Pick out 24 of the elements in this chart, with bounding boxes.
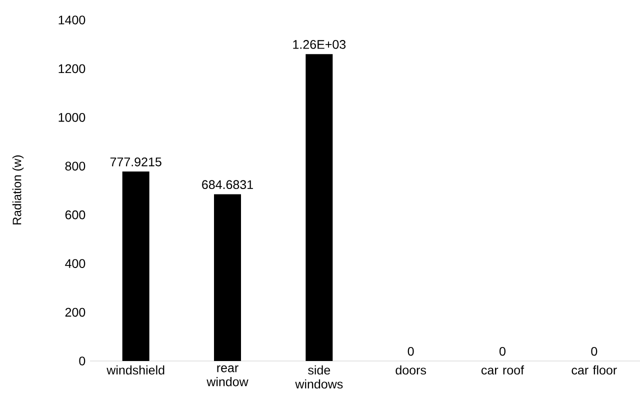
data-label: 0 xyxy=(408,346,414,356)
y-tick-label: 1200 xyxy=(58,64,86,74)
x-tick-label: car roof xyxy=(481,365,524,375)
x-tick-label: rear window xyxy=(206,365,248,386)
y-tick-label: 600 xyxy=(65,210,86,220)
y-axis-title: Radiation (w) xyxy=(12,155,24,224)
y-tick-label: 800 xyxy=(65,162,86,171)
data-label: 777.9215 xyxy=(110,157,162,166)
x-tick-label: doors xyxy=(396,365,426,375)
x-tick-label: side windows xyxy=(295,365,343,389)
data-label: 0 xyxy=(591,346,598,356)
y-tick-label: 400 xyxy=(65,259,86,268)
bar xyxy=(306,54,333,361)
y-tick-label: 200 xyxy=(65,308,86,317)
y-tick-label: 0 xyxy=(79,356,86,366)
y-tick-label: 1400 xyxy=(58,16,86,24)
x-tick-label: car floor xyxy=(572,365,617,375)
x-tick-label: windshield xyxy=(106,365,164,375)
y-tick-label: 1000 xyxy=(58,112,86,122)
bar xyxy=(122,172,150,361)
data-label: 0 xyxy=(500,346,506,356)
data-label: 684.6831 xyxy=(202,180,253,190)
bar xyxy=(214,194,241,361)
data-label: 1.26E+03 xyxy=(293,40,346,49)
